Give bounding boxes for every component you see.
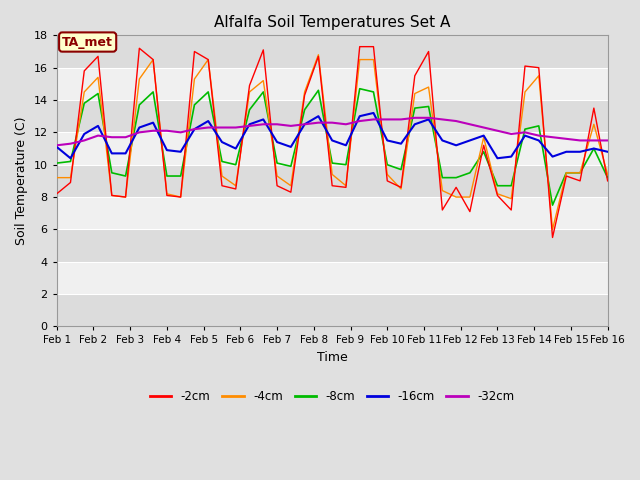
Bar (57, 36, 607, 68)
Bar (57, 132, 607, 165)
Title: Alfalfa Soil Temperatures Set A: Alfalfa Soil Temperatures Set A (214, 15, 451, 30)
Bar (57, 68, 607, 100)
Text: TA_met: TA_met (62, 36, 113, 48)
Y-axis label: Soil Temperature (C): Soil Temperature (C) (15, 117, 28, 245)
Bar (57, 262, 607, 294)
Bar (57, 294, 607, 326)
Bar (57, 165, 607, 197)
Bar (57, 197, 607, 229)
Legend: -2cm, -4cm, -8cm, -16cm, -32cm: -2cm, -4cm, -8cm, -16cm, -32cm (145, 385, 519, 408)
Bar (57, 100, 607, 132)
X-axis label: Time: Time (317, 351, 348, 364)
Bar (57, 229, 607, 262)
